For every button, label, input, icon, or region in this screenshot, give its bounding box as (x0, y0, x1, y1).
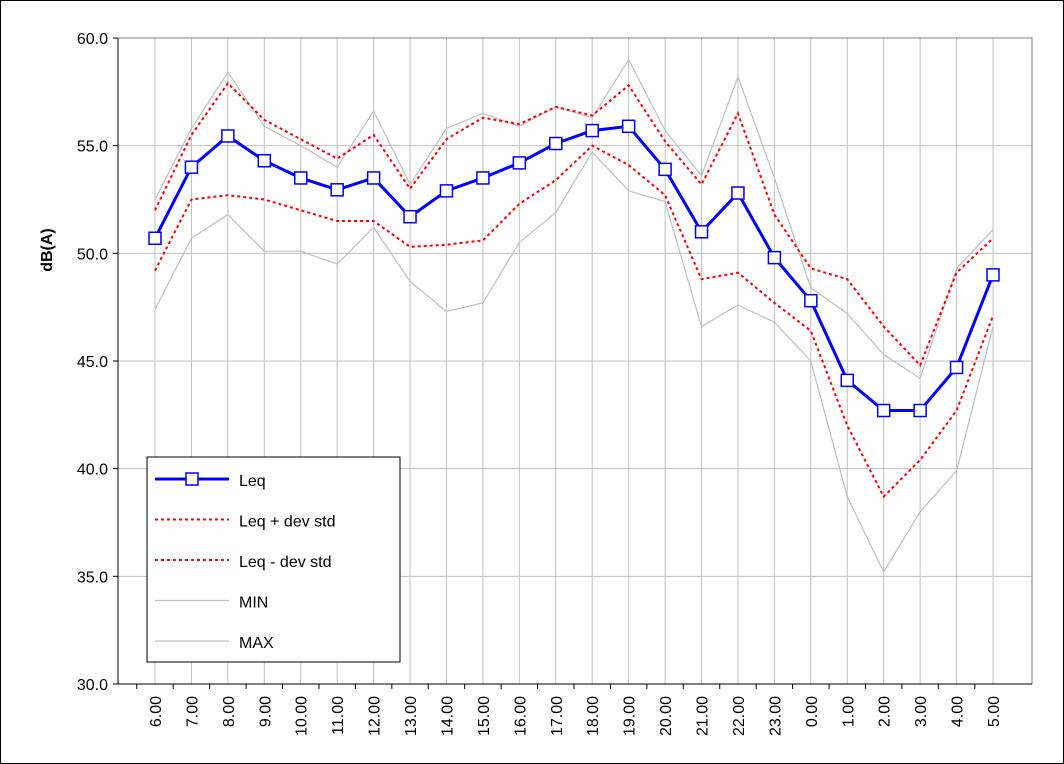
x-tick-label: 15.00 (476, 696, 493, 736)
x-tick-label: 17.00 (549, 696, 566, 736)
legend-marker (185, 472, 199, 486)
point-marker (403, 209, 417, 224)
point-marker (986, 268, 1000, 282)
point-marker (221, 129, 235, 143)
x-tick-label: 19.00 (622, 696, 639, 736)
point-marker (621, 119, 636, 134)
x-tick-label: 8.00 (221, 696, 238, 727)
y-tick-label: 55.0 (77, 139, 108, 156)
series-line (154, 58, 994, 380)
x-tick-label: 5.00 (986, 696, 1003, 727)
x-tick-label: 12.00 (367, 696, 384, 736)
point-marker (949, 360, 964, 375)
series-line (154, 81, 994, 368)
y-axis-label: dB(A) (39, 228, 56, 272)
x-tick-label: 13.00 (403, 696, 420, 736)
x-tick-label: 2.00 (877, 696, 894, 727)
point-marker (293, 171, 308, 185)
point-marker (658, 162, 672, 177)
point-marker (876, 403, 891, 418)
point-marker (330, 183, 344, 197)
legend-label: Leq + dev std (239, 514, 336, 531)
x-tick-label: 21.00 (695, 696, 712, 736)
x-tick-label: 10.00 (294, 696, 311, 736)
point-marker (731, 186, 745, 200)
y-tick-label: 50.0 (77, 246, 108, 263)
legend-label: MAX (239, 635, 274, 652)
point-marker (148, 231, 162, 246)
point-marker (184, 160, 199, 174)
legend-label: MIN (239, 595, 268, 612)
point-marker (804, 293, 818, 308)
point-marker (694, 225, 709, 239)
x-tick-label: 18.00 (585, 696, 602, 736)
y-tick-label: 45.0 (77, 354, 108, 371)
point-marker (549, 136, 563, 151)
legend-box (146, 456, 401, 663)
x-tick-label: 0.00 (804, 696, 821, 727)
x-tick-label: 6.00 (148, 696, 165, 727)
x-tick-label: 14.00 (439, 696, 456, 736)
x-tick-label: 11.00 (330, 696, 347, 735)
y-tick-label: 40.0 (77, 462, 108, 479)
x-tick-label: 22.00 (731, 696, 748, 736)
x-tick-label: 4.00 (950, 696, 967, 727)
point-marker (257, 153, 272, 168)
point-marker (439, 184, 454, 198)
legend-label: Leq - dev std (239, 554, 332, 571)
point-marker (366, 171, 381, 185)
point-marker (476, 171, 490, 185)
y-tick-label: 30.0 (77, 677, 108, 694)
x-tick-label: 1.00 (840, 696, 857, 727)
point-marker (767, 250, 782, 265)
x-tick-label: 23.00 (767, 696, 784, 736)
point-marker (840, 373, 855, 388)
y-tick-label: 60.0 (77, 31, 108, 48)
point-marker (512, 156, 527, 170)
series-line (154, 151, 994, 574)
point-marker (913, 403, 927, 418)
x-tick-label: 16.00 (512, 696, 529, 736)
legend-label: Leq (239, 473, 266, 490)
point-marker (585, 123, 599, 138)
x-tick-label: 3.00 (913, 696, 930, 727)
x-tick-label: 7.00 (184, 696, 201, 727)
x-tick-label: 9.00 (257, 696, 274, 727)
x-tick-label: 20.00 (658, 696, 675, 736)
y-tick-label: 35.0 (77, 569, 108, 586)
